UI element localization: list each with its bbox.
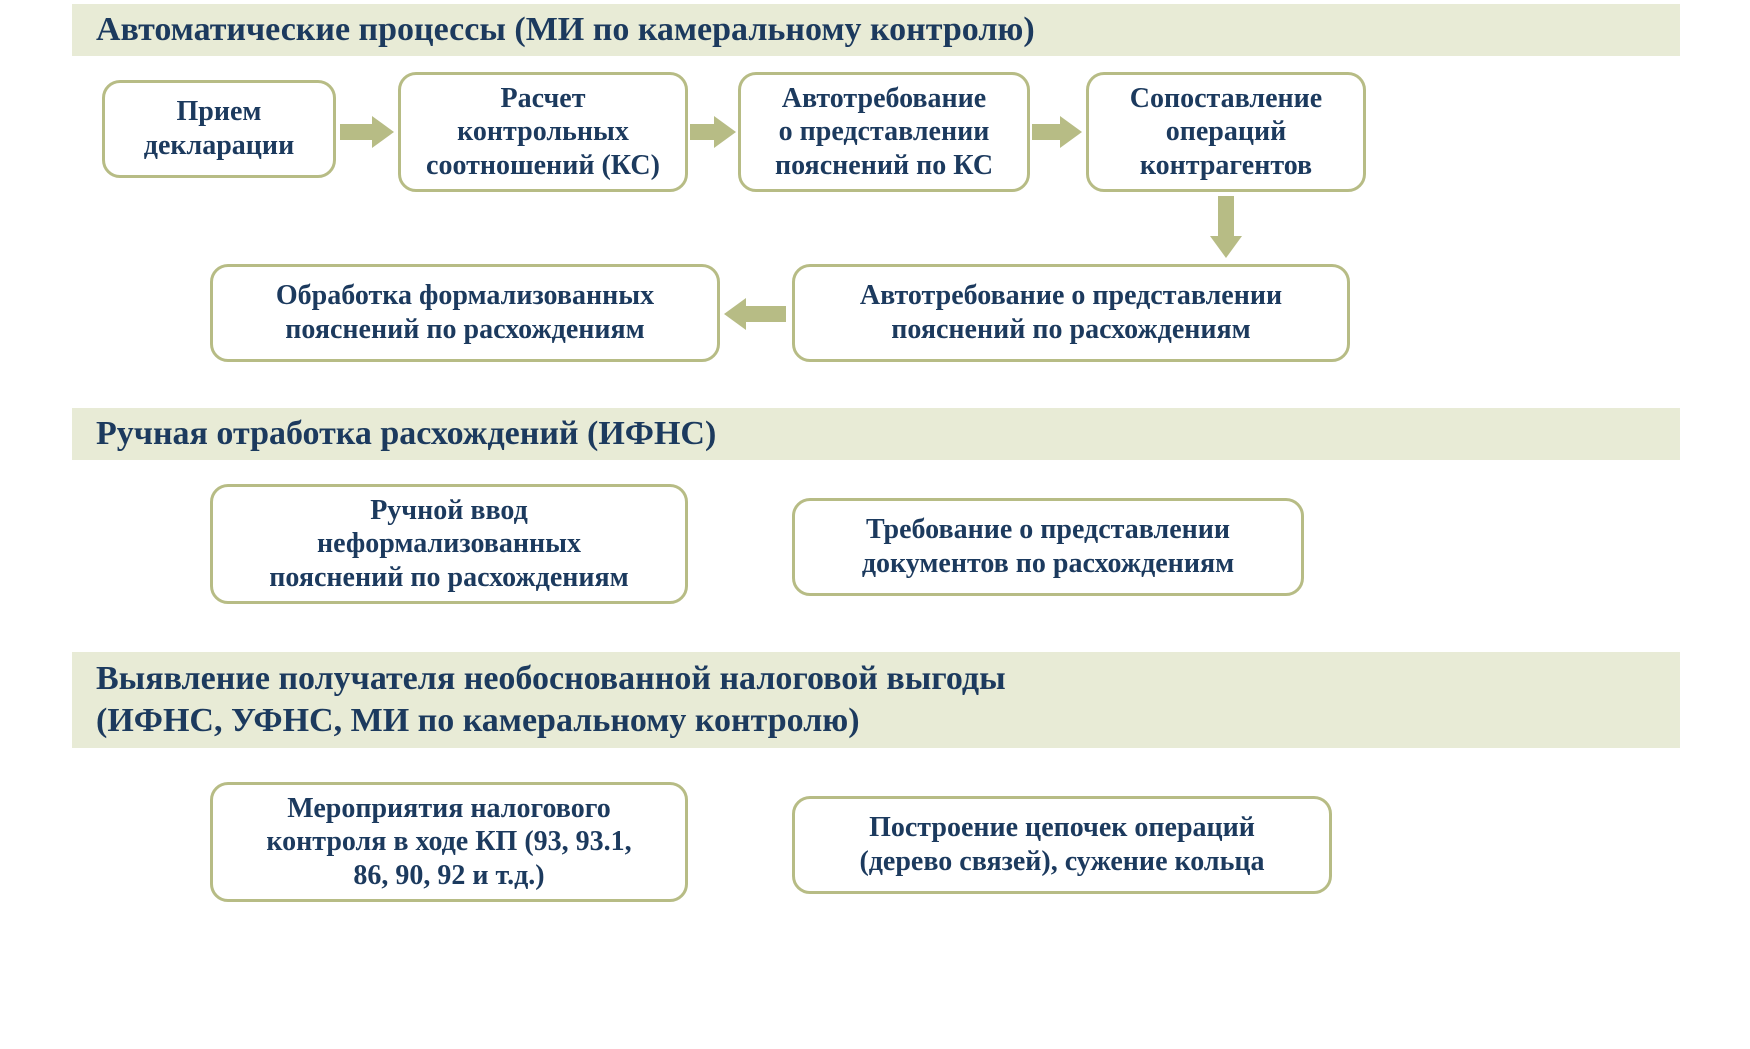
node-label: Сопоставление операций контрагентов xyxy=(1130,82,1322,183)
node-label: Требование о представлении документов по… xyxy=(862,513,1234,580)
arrow-right-icon xyxy=(1032,116,1082,148)
node-label: Построение цепочек операций (дерево связ… xyxy=(859,811,1264,878)
node-label: Ручной ввод неформализованных пояснений … xyxy=(269,494,629,595)
node-raschet-ks: Расчет контрольных соотношений (КС) xyxy=(398,72,688,192)
node-meropriyatiya: Мероприятия налогового контроля в ходе К… xyxy=(210,782,688,902)
section-header-detect: Выявление получателя необоснованной нало… xyxy=(72,652,1680,748)
node-label: Прием декларации xyxy=(144,95,294,162)
node-label: Расчет контрольных соотношений (КС) xyxy=(426,82,660,183)
node-label: Автотребование о представлении пояснений… xyxy=(775,82,993,183)
node-trebovanie-dok: Требование о представлении документов по… xyxy=(792,498,1304,596)
arrow-right-icon xyxy=(340,116,394,148)
node-sopostavlenie: Сопоставление операций контрагентов xyxy=(1086,72,1366,192)
arrow-right-icon xyxy=(690,116,736,148)
node-priem-deklaracii: Прием декларации xyxy=(102,80,336,178)
node-avtotrebovanie-rash: Автотребование о представлении пояснений… xyxy=(792,264,1350,362)
node-obrabotka-formal: Обработка формализованных пояснений по р… xyxy=(210,264,720,362)
section-title: Ручная отработка расхождений (ИФНС) xyxy=(96,413,716,456)
arrow-down-icon xyxy=(1210,196,1242,258)
node-label: Обработка формализованных пояснений по р… xyxy=(276,279,654,346)
section-header-auto: Автоматические процессы (МИ по камеральн… xyxy=(72,4,1680,56)
section-title: Выявление получателя необоснованной нало… xyxy=(96,658,1006,743)
node-label: Автотребование о представлении пояснений… xyxy=(860,279,1282,346)
node-ruchnoy-vvod: Ручной ввод неформализованных пояснений … xyxy=(210,484,688,604)
section-title: Автоматические процессы (МИ по камеральн… xyxy=(96,9,1035,52)
section-header-manual: Ручная отработка расхождений (ИФНС) xyxy=(72,408,1680,460)
node-label: Мероприятия налогового контроля в ходе К… xyxy=(266,792,631,893)
node-postroenie-cepochek: Построение цепочек операций (дерево связ… xyxy=(792,796,1332,894)
arrow-left-icon xyxy=(724,298,786,330)
node-avtotrebovanie-ks: Автотребование о представлении пояснений… xyxy=(738,72,1030,192)
